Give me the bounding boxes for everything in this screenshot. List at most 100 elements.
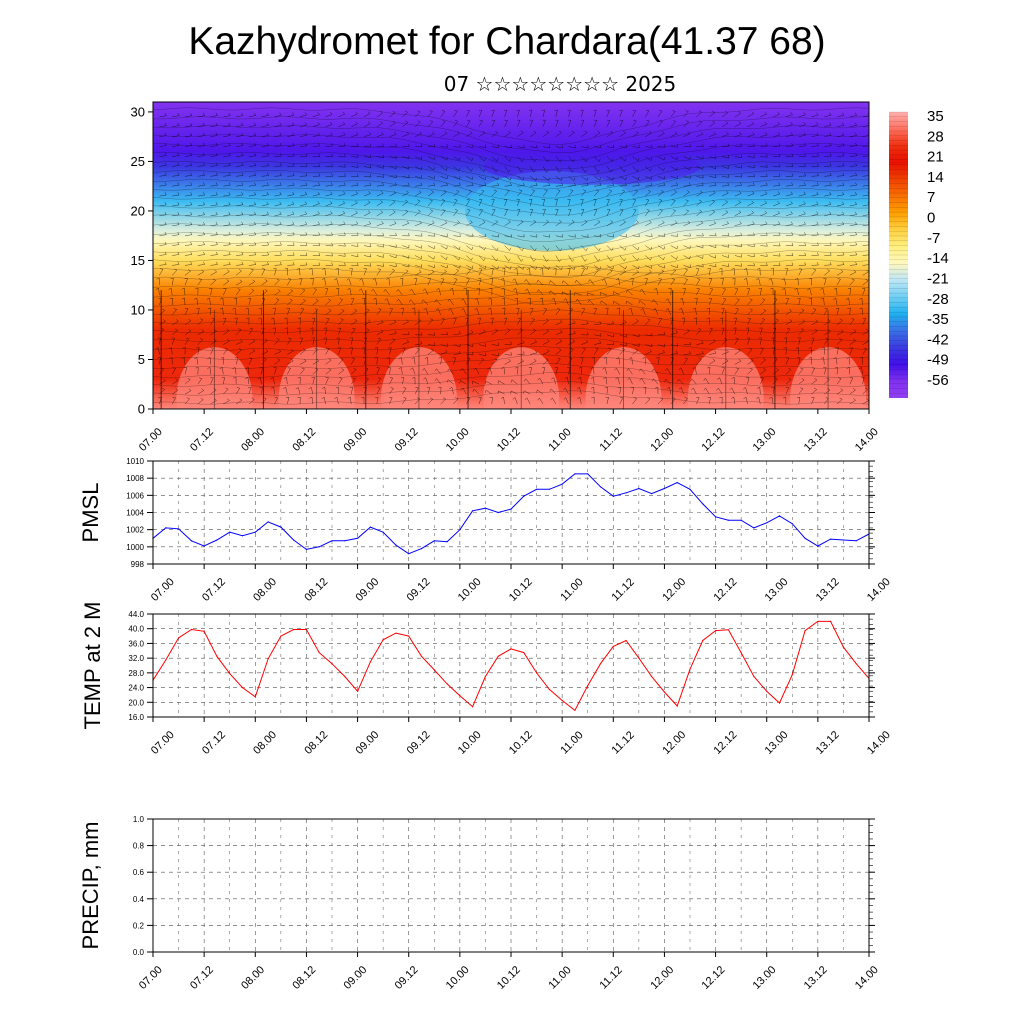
wind-barb [721,299,727,306]
wind-barb [631,357,633,365]
wind-barb-flag [500,396,504,399]
wind-barb [657,121,663,127]
wind-barb [798,321,806,326]
wind-barb-flag [190,132,193,136]
wind-barb-flag [557,189,561,191]
wind-barb [696,298,698,306]
wind-barb-flag [689,350,691,355]
wind-barb-flag [369,143,372,147]
wind-barb-flag [493,189,497,192]
data-point [331,663,333,665]
wind-barb-flag [383,289,386,292]
wind-barb [589,279,595,286]
wind-barb-flag [508,220,511,223]
wind-barb-flag [752,182,755,186]
wind-barb-flag [346,278,350,281]
wind-barb-flag [829,112,832,116]
wind-barb-flag [430,397,434,400]
wind-barb [272,377,275,385]
wind-barb-flag [740,174,742,178]
wind-barb [414,133,422,137]
wind-barb [325,327,327,335]
wind-barb-flag [266,201,269,205]
wind-barb-flag [328,368,332,371]
wind-barb-flag [855,152,858,156]
wind-barb [747,245,755,247]
wind-barb-flag [466,109,470,111]
wind-barb-flag [623,269,626,272]
wind-barb [478,146,487,148]
wind-barb-flag [417,199,421,202]
wind-barb [172,390,179,395]
wind-barb [606,120,611,127]
wind-barb [437,308,441,315]
contour-line [153,328,869,342]
wind-barb [236,224,244,227]
wind-barb [747,176,755,178]
wind-barb-flag [659,110,663,112]
wind-barb-flag [546,259,549,262]
wind-barb [670,121,676,127]
wind-barb [491,265,498,270]
wind-barb-flag [572,248,575,252]
wind-barb-flag [406,220,410,224]
wind-barb-flag [595,268,599,271]
wind-barb-flag [266,191,269,195]
wind-barb [427,265,435,268]
wind-barb-flag [816,191,819,195]
wind-barb-flag [685,199,689,202]
wind-barb [760,359,766,365]
wind-barb-flag [215,122,218,126]
wind-barb-flag [297,317,301,319]
wind-barb-flag [206,297,210,300]
x-tick-label: 12.00 [648,964,676,992]
wind-barb-flag [484,247,486,251]
wind-barb-flag [829,163,832,167]
wind-barb [450,308,454,316]
wind-barb-flag [436,288,440,291]
wind-barb-flag [203,152,205,156]
data-point [727,519,730,521]
wind-barb [721,360,729,365]
wind-barb [670,210,676,217]
wind-barb-flag [305,221,308,225]
wind-barb [772,320,779,325]
wind-barb-flag [699,209,702,212]
wind-barb-flag [713,190,716,194]
wind-barb [453,245,460,250]
wind-barb-flag [195,367,199,369]
wind-barb [274,175,282,177]
wind-barb-flag [472,176,474,180]
wind-barb [594,323,602,326]
data-point [536,672,538,674]
wind-barb [338,156,346,158]
wind-barb [235,317,238,325]
y-tick-label: 30 [131,104,145,119]
wind-barb-flag [637,257,639,261]
wind-barb-flag [659,120,663,122]
wind-barb-flag [446,182,448,186]
wind-barb-flag [496,247,499,251]
wind-barb-flag [751,210,754,213]
wind-barb-flag [638,300,641,304]
wind-barb [670,279,676,286]
wind-barb-flag [199,338,203,340]
wind-barb [581,308,586,316]
wind-barb-flag [597,258,601,262]
wind-barb [312,289,317,296]
wind-barb [286,377,288,385]
wind-barb [562,291,569,296]
wind-barb-flag [454,209,458,211]
wind-barb-flag [561,266,563,270]
wind-barb-flag [241,142,244,146]
wind-barb [363,184,371,187]
wind-barb [478,166,484,172]
wind-barb-flag [470,257,473,261]
wind-barb-flag [446,331,448,335]
wind-barb [696,397,700,405]
wind-barb-flag [639,288,642,292]
wind-barb-flag [304,112,307,115]
wind-barb [824,194,832,197]
wind-barb-flag [373,297,377,300]
wind-barb [747,193,755,197]
